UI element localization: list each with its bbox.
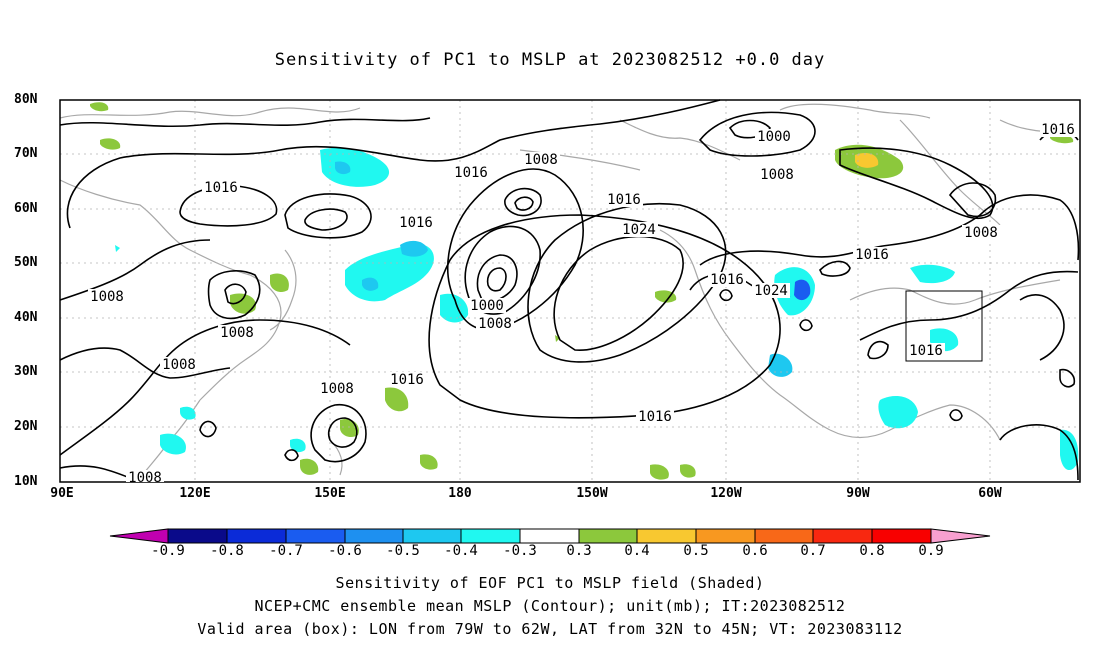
colorbar-low-arrow xyxy=(109,528,169,544)
contour-label: 1016 xyxy=(1041,122,1075,138)
lon-label: 90W xyxy=(846,486,870,501)
colorbar-high-arrow xyxy=(930,528,991,544)
contour-label: 1024 xyxy=(622,222,656,238)
contour-label: 1008 xyxy=(524,152,558,168)
colorbar-label: 0.5 xyxy=(683,543,709,559)
lon-label: 180 xyxy=(448,486,472,501)
lat-label: 10N xyxy=(14,474,38,489)
lat-label: 40N xyxy=(14,310,38,325)
contour-label: 1008 xyxy=(162,357,196,373)
colorbar-label: -0.6 xyxy=(328,543,362,559)
contour-label: 1016 xyxy=(909,343,943,359)
contour-label: 1008 xyxy=(90,289,124,305)
lat-label: 70N xyxy=(14,146,38,161)
contour-label: 1008 xyxy=(478,316,512,332)
contour-label: 1008 xyxy=(320,381,354,397)
contour-label: 1008 xyxy=(760,167,794,183)
lon-label: 90E xyxy=(50,486,74,501)
contour-label: 1016 xyxy=(454,165,488,181)
contour-label: 1016 xyxy=(390,372,424,388)
lat-label: 80N xyxy=(14,92,38,107)
colorbar-label: -0.8 xyxy=(210,543,244,559)
lat-label: 30N xyxy=(14,364,38,379)
sensitivity-shading xyxy=(90,102,1079,480)
lon-label: 150E xyxy=(314,486,346,501)
contour-label: 1008 xyxy=(220,325,254,341)
contour-label: 1000 xyxy=(757,129,791,145)
valid-area-box xyxy=(905,290,983,362)
lat-label: 50N xyxy=(14,255,38,270)
lon-label: 60W xyxy=(978,486,1002,501)
colorbar-label: 0.7 xyxy=(800,543,826,559)
contour-label: 1008 xyxy=(128,470,162,486)
lat-label: 20N xyxy=(14,419,38,434)
colorbar-label: -0.7 xyxy=(269,543,303,559)
lon-label: 120W xyxy=(710,486,742,501)
colorbar-label: -0.3 xyxy=(503,543,537,559)
colorbar-label: -0.4 xyxy=(444,543,478,559)
plot-title: Sensitivity of PC1 to MSLP at 2023082512… xyxy=(274,50,826,70)
contour-label: 1016 xyxy=(399,215,433,231)
colorbar-label: 0.9 xyxy=(918,543,944,559)
contour-label: 1016 xyxy=(607,192,641,208)
contour-label: 1000 xyxy=(470,298,504,314)
contour-label: 1016 xyxy=(204,180,238,196)
colorbar-label: 0.4 xyxy=(624,543,650,559)
lat-label: 60N xyxy=(14,201,38,216)
map-frame xyxy=(59,99,1081,483)
contour-label: 1016 xyxy=(710,272,744,288)
caption-contour: NCEP+CMC ensemble mean MSLP (Contour); u… xyxy=(254,597,846,615)
contour-label: 1016 xyxy=(855,247,889,263)
caption-shading: Sensitivity of EOF PC1 to MSLP field (Sh… xyxy=(335,574,765,592)
contour-label: 1024 xyxy=(754,283,788,299)
contour-label: 1016 xyxy=(638,409,672,425)
contour-label: 1008 xyxy=(964,225,998,241)
colorbar-label: 0.6 xyxy=(742,543,768,559)
colorbar-label: 0.8 xyxy=(859,543,885,559)
lon-label: 120E xyxy=(179,486,211,501)
colorbar-label: -0.9 xyxy=(151,543,185,559)
colorbar-label: 0.3 xyxy=(566,543,592,559)
lon-label: 150W xyxy=(576,486,608,501)
caption-valid-area: Valid area (box): LON from 79W to 62W, L… xyxy=(197,620,903,638)
colorbar xyxy=(109,528,991,544)
colorbar-label: -0.5 xyxy=(386,543,420,559)
